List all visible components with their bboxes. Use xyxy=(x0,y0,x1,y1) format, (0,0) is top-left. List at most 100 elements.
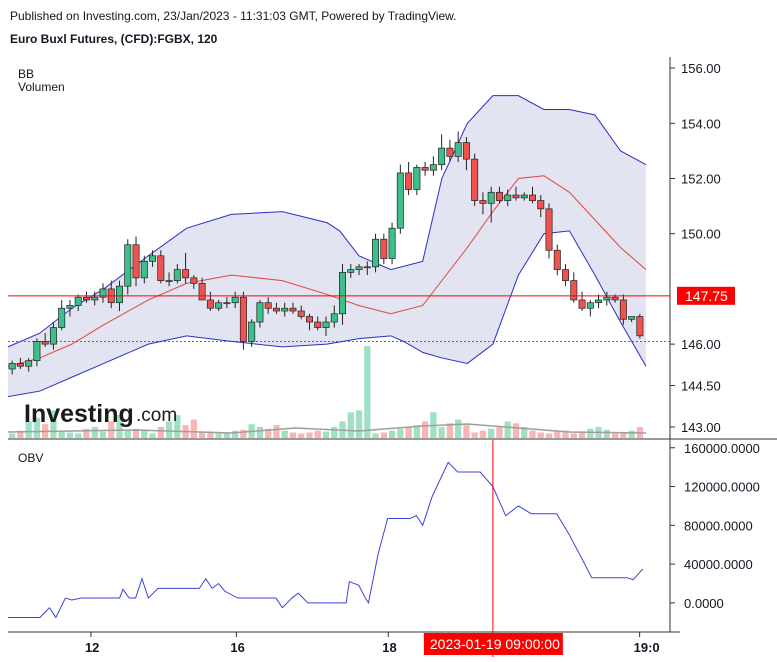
candle-body xyxy=(413,167,421,190)
candle xyxy=(272,302,280,314)
last-price-label-box xyxy=(677,286,735,305)
volume-bar xyxy=(25,421,32,438)
candle xyxy=(239,291,247,350)
candle xyxy=(363,261,371,276)
candle-body xyxy=(363,266,371,269)
obv-tick-label: 40000.0000 xyxy=(684,557,753,572)
candle-body xyxy=(347,269,355,273)
indicator-label-volume: Volumen xyxy=(18,80,65,94)
candle xyxy=(405,161,413,196)
candle xyxy=(58,299,66,331)
bb-fill xyxy=(8,95,646,397)
volume-bar xyxy=(215,433,222,438)
candle xyxy=(553,244,561,276)
candle-body xyxy=(520,194,528,199)
candle-body xyxy=(586,302,594,309)
candle xyxy=(545,203,553,259)
candle xyxy=(281,302,289,317)
obv-pane[interactable]: 2023-01-19 09:00:00 xyxy=(8,440,644,657)
volume-bar xyxy=(174,415,181,438)
volume-bar xyxy=(58,430,65,438)
volume-bar xyxy=(537,432,544,438)
volume-bar xyxy=(529,430,536,438)
volume-bar xyxy=(455,419,462,438)
volume-bar xyxy=(521,426,528,438)
volume-bar xyxy=(99,431,107,438)
candle xyxy=(396,164,404,234)
volume-bar xyxy=(603,429,610,438)
candle-body xyxy=(289,307,297,312)
time-tick-label: 12 xyxy=(85,640,99,655)
candle xyxy=(322,316,330,336)
obv-tick-label: 160000.0000 xyxy=(684,441,760,456)
volume-bar xyxy=(554,431,561,438)
candle xyxy=(619,294,627,325)
volume-bar xyxy=(207,431,214,438)
bb-middle-line xyxy=(7,175,647,367)
candle-body xyxy=(58,307,66,328)
volume-bar xyxy=(9,433,16,438)
volume-bar xyxy=(149,433,156,438)
volume-bar xyxy=(438,426,445,438)
volume-bar xyxy=(496,426,503,438)
volume-bar xyxy=(479,430,487,438)
candle xyxy=(74,294,82,311)
time-tick-label: 19:0 xyxy=(634,640,660,655)
pane-frames: 156.00 154.00 152.00 150.00 146.00 144.50 143.… xyxy=(8,57,777,655)
candle-body xyxy=(190,277,198,284)
candle xyxy=(289,302,297,314)
volume-bar xyxy=(91,426,98,438)
candle-body xyxy=(446,147,454,157)
candle-body xyxy=(611,296,619,301)
volume-bar xyxy=(570,433,577,438)
candle xyxy=(586,299,594,317)
volume-bar xyxy=(380,432,387,438)
logo-brand: Investing xyxy=(24,400,134,428)
candle xyxy=(330,305,338,328)
indicator-label-bb: BB xyxy=(18,67,34,81)
volume-bar xyxy=(66,432,74,438)
candle-body xyxy=(380,238,388,259)
candle xyxy=(33,338,41,367)
price-tick-label: 154.00 xyxy=(681,116,721,131)
volume-bar xyxy=(347,412,354,438)
candle xyxy=(380,233,388,265)
candle-body xyxy=(562,269,570,281)
candle-body xyxy=(149,255,157,262)
candle xyxy=(49,322,57,350)
volume-bar xyxy=(190,419,197,438)
candle xyxy=(347,264,355,278)
candle xyxy=(529,186,536,204)
volume-bar xyxy=(331,426,338,438)
candle xyxy=(256,299,264,328)
candle xyxy=(99,283,107,303)
volume-bar xyxy=(223,432,231,438)
price-tick-label: 152.00 xyxy=(681,171,721,186)
candle xyxy=(512,186,520,201)
candle-body xyxy=(396,172,404,229)
candle-body xyxy=(495,191,503,201)
candle-body xyxy=(355,266,363,270)
candle xyxy=(471,153,479,207)
candle-body xyxy=(529,194,536,201)
candle xyxy=(173,264,181,284)
candle-body xyxy=(248,321,256,342)
volume-bar xyxy=(289,432,297,438)
volume-bar xyxy=(471,432,478,438)
candle-body xyxy=(8,363,16,370)
candle-body xyxy=(198,283,206,301)
candle xyxy=(570,272,578,303)
candle-body xyxy=(16,363,24,367)
volume-bar xyxy=(355,410,363,438)
candle-body xyxy=(512,194,520,199)
candle-body xyxy=(603,296,611,301)
price-pane[interactable]: 147.75 xyxy=(7,95,735,438)
candle xyxy=(595,294,603,309)
candle-body xyxy=(388,227,396,259)
candle-body xyxy=(429,164,437,171)
candle-body xyxy=(173,269,181,281)
volume-bar xyxy=(256,426,264,438)
candle xyxy=(495,186,503,204)
candle-body xyxy=(454,142,462,157)
